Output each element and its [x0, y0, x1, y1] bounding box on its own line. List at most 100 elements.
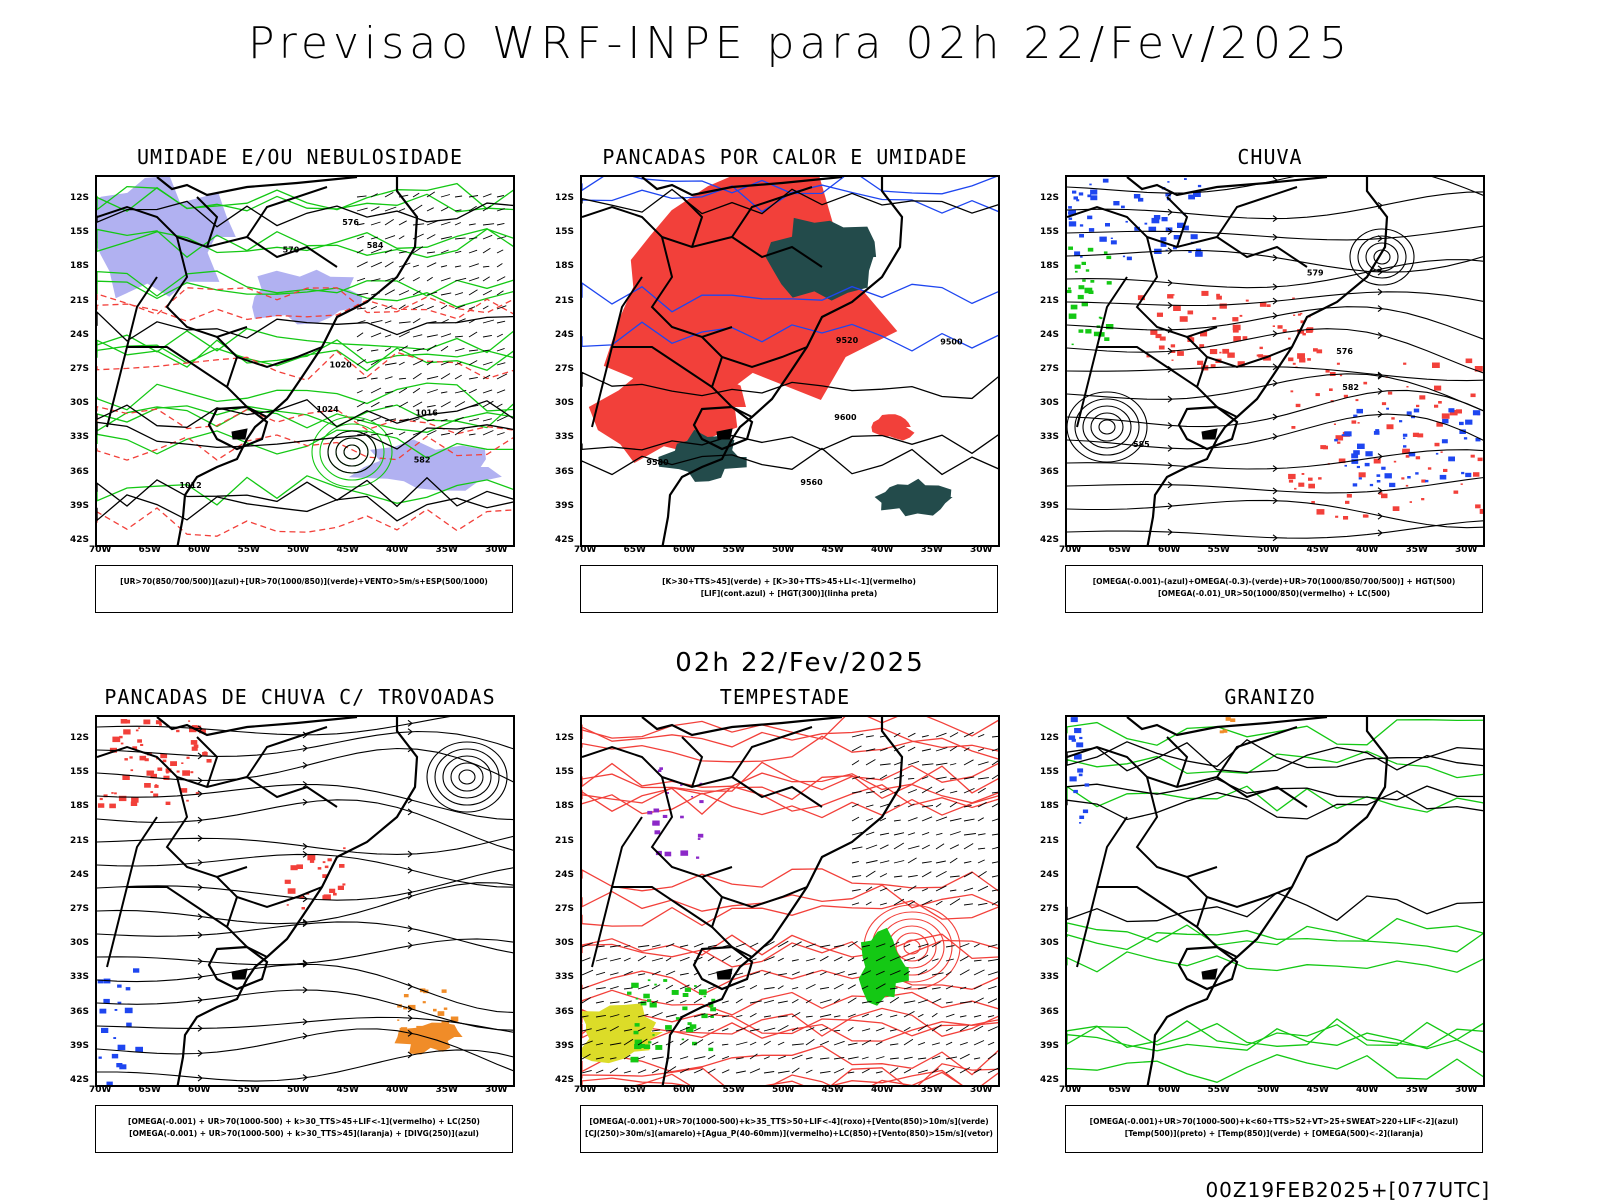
- lat-tick-label: 39S: [554, 500, 574, 511]
- streamline-arrow: [1272, 297, 1278, 305]
- rain-red: [1343, 516, 1349, 520]
- rain-red: [1316, 509, 1325, 515]
- wind-green: [701, 1013, 708, 1019]
- rain-red: [1216, 293, 1220, 297]
- wind-vector: [595, 1069, 604, 1074]
- rain-red: [1266, 304, 1271, 307]
- lat-tick-label: 24S: [1039, 869, 1059, 880]
- lat-tick-label: 21S: [69, 295, 89, 306]
- wind-vector: [861, 985, 869, 990]
- rain-omega-blue: [1403, 445, 1407, 448]
- rain-red: [1201, 290, 1209, 296]
- hail-orange: [1230, 718, 1236, 722]
- run-info-footer: 00Z19FEB2025+[077UTC]: [1205, 1178, 1490, 1202]
- rain-omega-blue: [1407, 476, 1411, 479]
- wind-vector: [496, 403, 503, 408]
- lon-tick-label: 70W: [1059, 1085, 1082, 1095]
- wind-green: [710, 1015, 714, 1018]
- wind-vector: [805, 1038, 815, 1046]
- rain-red: [1288, 479, 1294, 483]
- wind-vector: [991, 846, 998, 850]
- wind-vector: [749, 1028, 760, 1032]
- wind-vector: [721, 1055, 730, 1060]
- convection-purple: [680, 815, 684, 819]
- wind-vector: [582, 1053, 591, 1060]
- jet-yellow: [582, 1003, 663, 1064]
- state-border: [710, 896, 753, 958]
- storm-red: [157, 767, 163, 771]
- rain-red: [1219, 351, 1222, 354]
- storm-red: [159, 723, 162, 726]
- isoline: [97, 270, 513, 297]
- rain-omega-blue: [1188, 250, 1192, 253]
- state-border: [1186, 876, 1293, 909]
- wind-vector: [482, 389, 493, 394]
- map-frame: 585 582 579 576: [1065, 175, 1485, 547]
- storm-orange: [403, 994, 409, 998]
- wind-vector: [921, 831, 930, 836]
- wind-vector: [454, 277, 467, 282]
- rain-red: [1297, 313, 1301, 316]
- isoline: [582, 1063, 998, 1085]
- isoline: [1067, 929, 1483, 953]
- wind-vector: [973, 959, 982, 962]
- rain-omega-blue: [1356, 465, 1360, 469]
- wind-vector: [851, 860, 859, 864]
- wind-vector: [582, 1069, 592, 1074]
- rain-red: [1393, 460, 1397, 463]
- storm-red: [327, 858, 332, 862]
- hail-blue: [1073, 789, 1078, 794]
- wind-vector: [440, 206, 449, 212]
- storm-red: [130, 801, 138, 806]
- rain-red: [1232, 324, 1241, 331]
- wind-vector: [791, 971, 800, 976]
- wind-vector: [935, 885, 947, 892]
- wind-vector: [482, 430, 494, 436]
- isoline: [1067, 778, 1483, 801]
- wind-vector: [665, 1029, 673, 1032]
- wind-vector: [893, 832, 905, 836]
- convection-purple: [652, 820, 660, 826]
- lat-tick-label: 42S: [554, 1075, 574, 1085]
- rain-omega-blue: [1386, 407, 1389, 410]
- streamline-arrow: [1272, 497, 1278, 505]
- wind-vector: [651, 1012, 663, 1018]
- legend-line: [K>30+TTS>45](verde) + [K>30+TTS>45+LI<-…: [662, 577, 916, 586]
- wind-vector: [384, 391, 394, 394]
- wind-vector: [749, 942, 759, 948]
- wind-vector: [847, 1013, 856, 1018]
- wind-vector: [963, 833, 976, 836]
- wind-vector: [496, 276, 506, 282]
- storm-red: [191, 746, 198, 751]
- wind-vector: [370, 193, 378, 198]
- wind-vector: [805, 999, 812, 1004]
- wind-vector: [917, 1013, 924, 1018]
- lon-tick-label: 55W: [722, 545, 745, 555]
- hail-blue: [1084, 783, 1090, 787]
- storm-orange: [428, 1023, 436, 1029]
- isoline: [582, 1069, 998, 1085]
- wind-vector: [851, 888, 861, 892]
- storm-red: [162, 759, 167, 763]
- coastline: [1126, 177, 1389, 545]
- wind-vector: [440, 391, 448, 394]
- streamline: [97, 835, 513, 855]
- wind-vector: [875, 1041, 883, 1046]
- convection-purple: [653, 808, 660, 813]
- wind-vector: [921, 888, 928, 892]
- wind-vector: [865, 817, 873, 822]
- wind-vector: [949, 817, 962, 822]
- streamline-arrow: [1272, 363, 1278, 371]
- wind-green: [633, 1030, 639, 1035]
- streamline-arrow: [1167, 279, 1173, 287]
- lat-tick-label: 21S: [69, 835, 89, 846]
- wind-vector: [412, 223, 425, 226]
- divergence-blue: [133, 968, 140, 973]
- wind-vector: [977, 733, 985, 738]
- wind-vector: [833, 983, 844, 990]
- wind-vector: [496, 290, 504, 296]
- wind-vector: [805, 1027, 815, 1032]
- wind-vector: [582, 1028, 592, 1032]
- wind-vector: [949, 875, 960, 878]
- wind-vector: [889, 970, 901, 976]
